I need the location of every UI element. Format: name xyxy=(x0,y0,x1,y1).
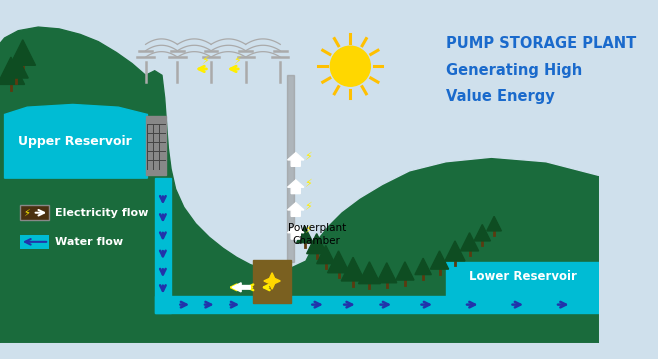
Polygon shape xyxy=(155,297,171,313)
Polygon shape xyxy=(415,258,432,275)
Polygon shape xyxy=(377,263,397,283)
Polygon shape xyxy=(5,54,28,78)
Text: ⚡: ⚡ xyxy=(304,180,311,190)
Text: Electricity flow: Electricity flow xyxy=(55,208,148,218)
Polygon shape xyxy=(316,246,335,264)
Polygon shape xyxy=(430,251,449,269)
Text: ⚡: ⚡ xyxy=(304,152,311,162)
Text: PUMP STORAGE PLANT: PUMP STORAGE PLANT xyxy=(446,36,636,51)
Text: Water flow: Water flow xyxy=(55,237,123,247)
Polygon shape xyxy=(288,203,304,216)
Text: Powerplant
Chamber: Powerplant Chamber xyxy=(288,223,346,246)
Polygon shape xyxy=(155,178,171,297)
Polygon shape xyxy=(264,273,280,289)
Polygon shape xyxy=(232,283,250,292)
Text: Generating High: Generating High xyxy=(446,63,582,78)
Circle shape xyxy=(330,46,370,86)
Polygon shape xyxy=(359,262,380,284)
Polygon shape xyxy=(0,57,24,84)
Polygon shape xyxy=(278,21,599,269)
Polygon shape xyxy=(328,251,349,273)
Polygon shape xyxy=(446,262,599,297)
Bar xyxy=(253,260,291,303)
Text: ⚡: ⚡ xyxy=(233,57,240,67)
Polygon shape xyxy=(461,233,478,251)
Polygon shape xyxy=(0,71,599,343)
Text: Lower Reservoir: Lower Reservoir xyxy=(469,270,577,283)
Polygon shape xyxy=(288,225,304,239)
Polygon shape xyxy=(287,75,294,262)
Bar xyxy=(20,205,49,220)
Bar xyxy=(20,234,49,249)
Polygon shape xyxy=(445,241,465,261)
Polygon shape xyxy=(396,262,414,280)
Text: ⚡: ⚡ xyxy=(304,202,311,212)
Polygon shape xyxy=(282,297,599,313)
Polygon shape xyxy=(10,40,36,65)
Polygon shape xyxy=(307,234,326,254)
Polygon shape xyxy=(297,227,313,243)
Polygon shape xyxy=(155,297,282,313)
Polygon shape xyxy=(0,27,145,246)
Text: Value Energy: Value Energy xyxy=(446,89,555,104)
Text: ⚡: ⚡ xyxy=(23,208,30,218)
Text: ⚡: ⚡ xyxy=(304,225,311,235)
Polygon shape xyxy=(474,224,490,241)
Polygon shape xyxy=(5,104,147,178)
Text: ⚡: ⚡ xyxy=(201,57,209,67)
Polygon shape xyxy=(288,180,304,194)
Bar xyxy=(145,116,166,176)
Polygon shape xyxy=(487,216,501,231)
Polygon shape xyxy=(288,153,304,166)
Polygon shape xyxy=(342,257,365,281)
Text: Upper Reservoir: Upper Reservoir xyxy=(18,135,132,148)
